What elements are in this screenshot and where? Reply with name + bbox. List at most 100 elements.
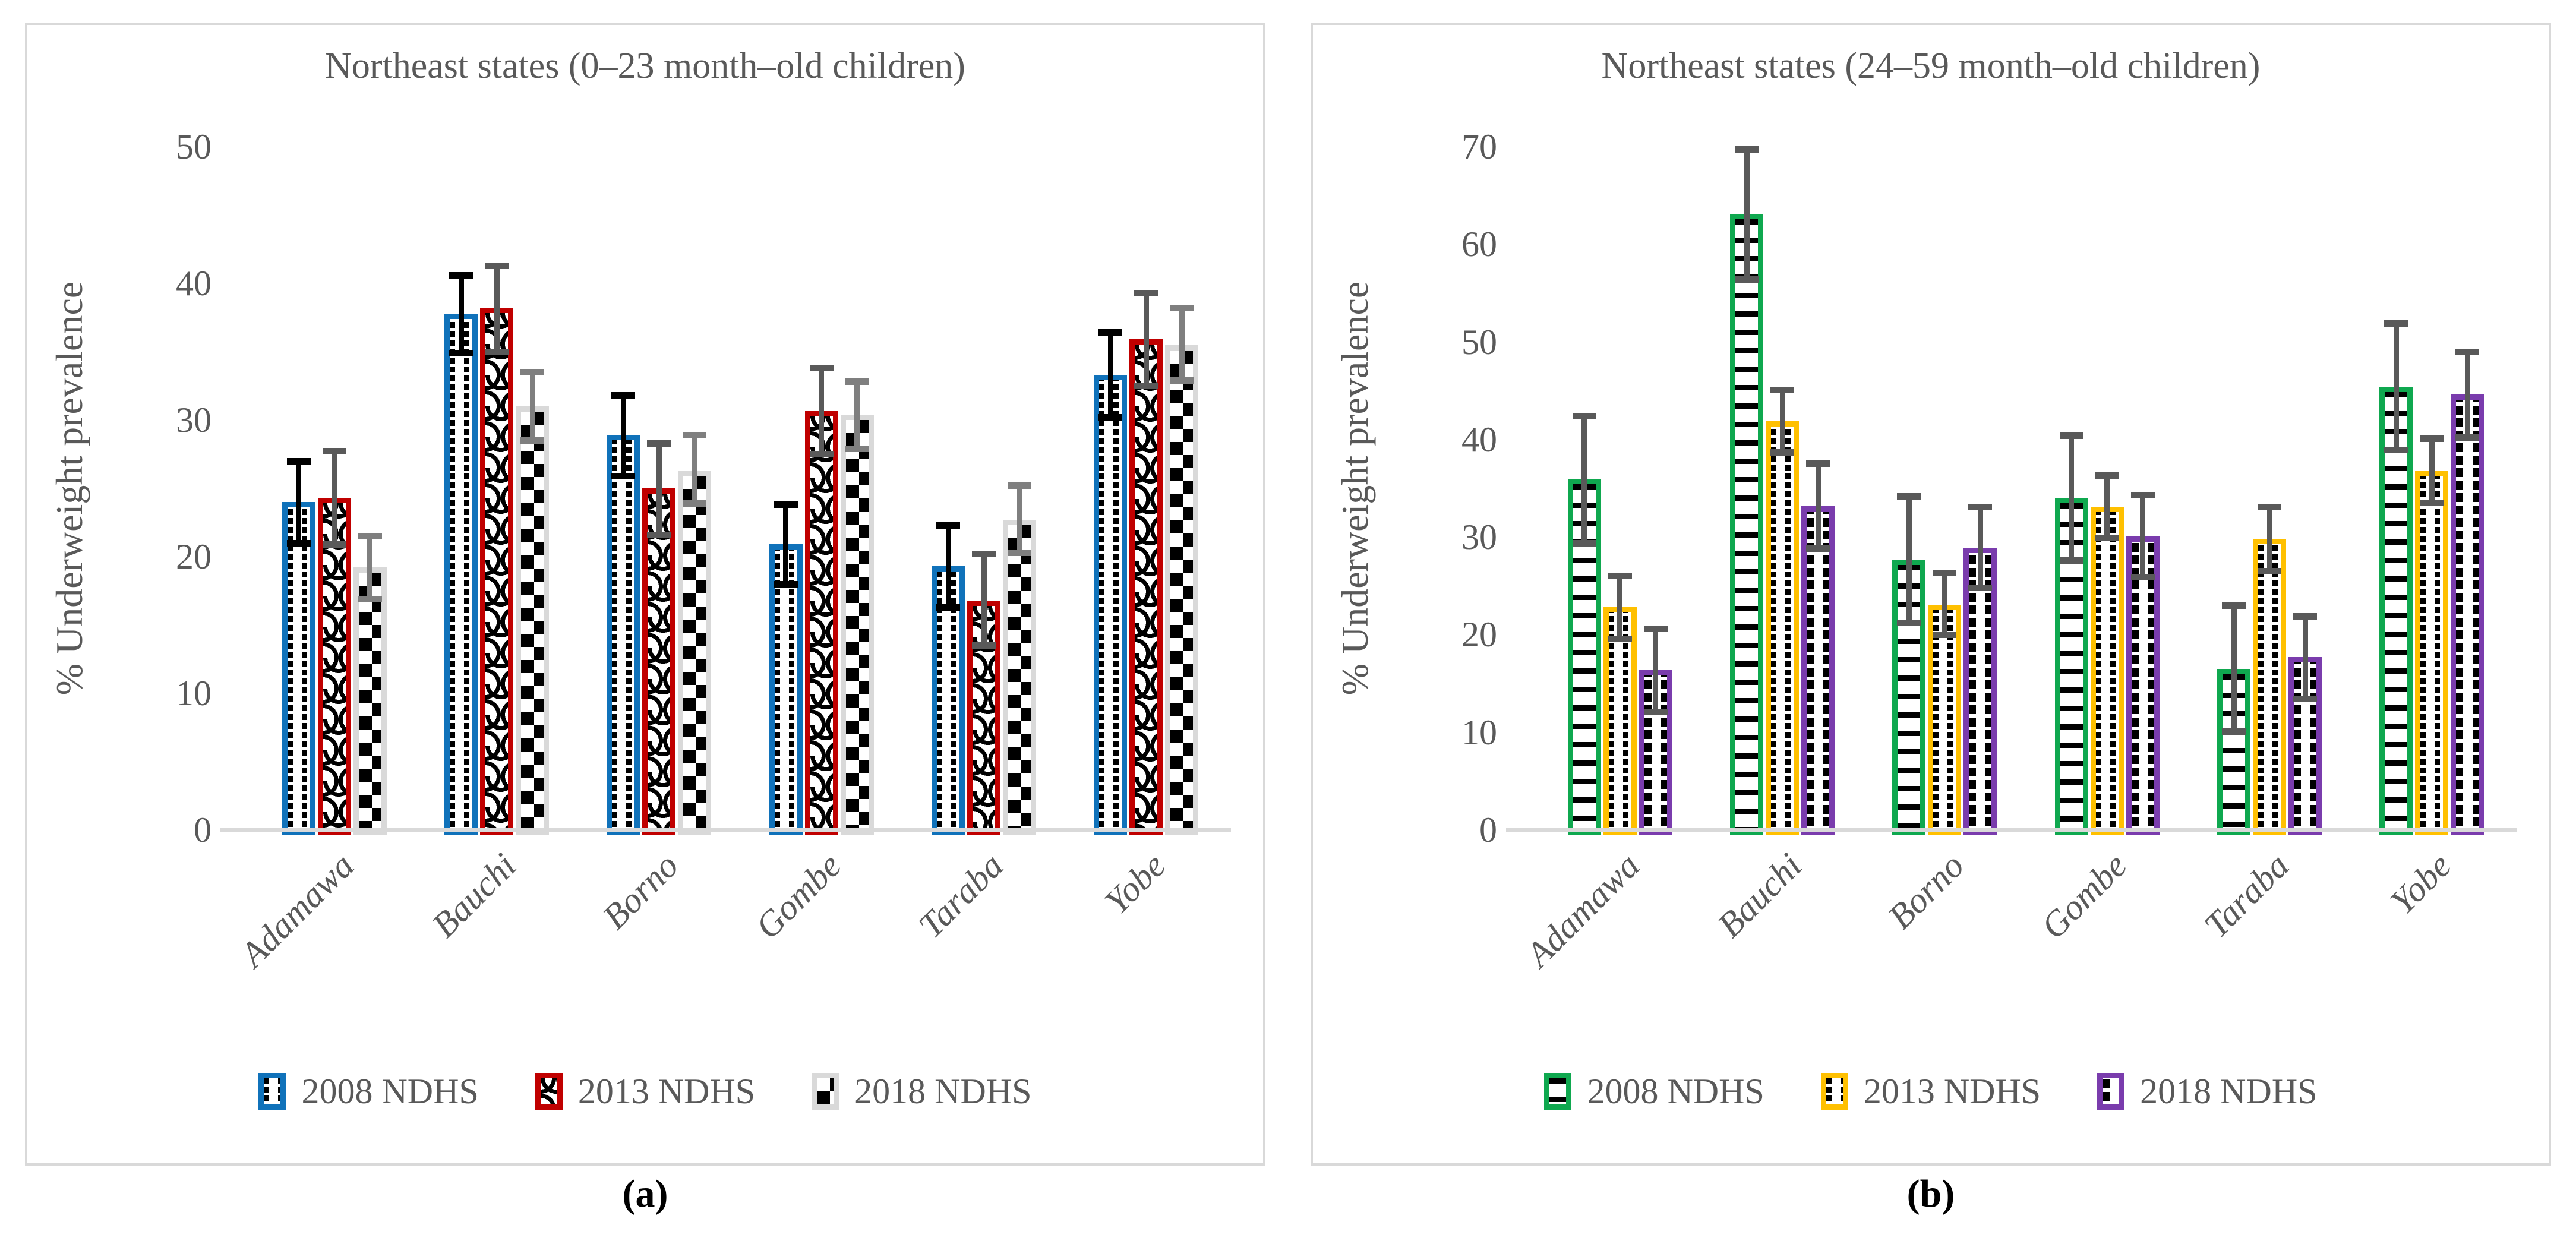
error-bar-cap [845, 378, 869, 386]
error-bar-cap [774, 580, 798, 588]
error-bar-stem [458, 275, 464, 353]
bar-2013-ndhs-borno [1928, 604, 1962, 835]
error-bar-cap [2095, 535, 2119, 542]
error-bar-cap [322, 541, 346, 548]
error-bar-cap [1134, 289, 1158, 296]
error-bar-cap [611, 392, 636, 399]
x-axis-line [1506, 828, 2517, 832]
error-bar-cap [2293, 696, 2317, 703]
legend: 2008 NDHS 2013 NDHS 2018 NDHS [1313, 1073, 2549, 1110]
error-bar-stem [854, 381, 860, 449]
bar-2008-ndhs-borno [607, 435, 640, 835]
bar-2018-ndhs-bauchi [1801, 506, 1835, 835]
bar-2018-ndhs-gombe [840, 414, 874, 835]
y-tick-label: 50 [176, 127, 211, 166]
error-bar-stem [1653, 629, 1659, 712]
error-bar-cap [1098, 329, 1123, 336]
error-bar-cap [1608, 573, 1632, 580]
bar-2018-ndhs-yobe [1165, 345, 1199, 835]
error-bar-cap [2130, 492, 2155, 498]
error-bar-stem [620, 395, 626, 476]
y-tick-label: 20 [1461, 615, 1497, 655]
y-tick-label: 50 [1461, 322, 1497, 362]
error-bar-cap [1170, 377, 1194, 384]
error-bar-cap [1735, 146, 1759, 153]
y-tick-label: 0 [194, 810, 211, 850]
error-bar-cap [2384, 447, 2408, 454]
error-bar-cap [1770, 386, 1794, 393]
error-bar-cap [1643, 626, 1668, 633]
error-bar-cap [1134, 383, 1158, 389]
error-bar-cap [1806, 545, 1830, 552]
legend-item-2018-ndhs: 2018 NDHS [812, 1072, 1032, 1111]
error-bar-cap [1933, 631, 1957, 638]
error-bar-cap [485, 348, 509, 355]
error-bar-stem [2231, 605, 2237, 732]
legend-label: 2018 NDHS [2140, 1072, 2318, 1111]
error-bar-cap [2384, 320, 2408, 327]
x-axis-line [220, 828, 1231, 832]
bar-2008-ndhs-bauchi [444, 313, 478, 835]
legend-item-2018-ndhs: 2018 NDHS [2097, 1072, 2318, 1111]
bar-2008-ndhs-adamawa [282, 502, 315, 835]
error-bar-cap [2130, 574, 2155, 580]
error-bar-cap [2095, 472, 2119, 479]
error-bar-cap [2258, 503, 2281, 510]
y-tick-label: 30 [1461, 517, 1497, 557]
error-bar-cap [322, 448, 346, 455]
error-bar-cap [2420, 500, 2444, 507]
bar-2013-ndhs-bauchi [1766, 421, 1799, 835]
caption-a: (a) [622, 1172, 668, 1215]
y-tick-label: 20 [176, 537, 211, 576]
error-bar-cap [1572, 412, 1596, 419]
bar-2018-ndhs-bauchi [516, 406, 549, 835]
error-bar-cap [972, 642, 996, 649]
bar-2013-ndhs-gombe [804, 410, 838, 835]
error-bar-stem [1143, 293, 1149, 386]
error-bar-cap [809, 365, 834, 372]
error-bar-cap [286, 457, 311, 465]
error-bar-stem [1815, 463, 1821, 549]
error-bar-stem [945, 525, 951, 608]
error-bar-cap [286, 539, 311, 547]
error-bar-cap [774, 501, 798, 509]
legend-label: 2013 NDHS [577, 1072, 756, 1111]
bar-2013-ndhs-bauchi [480, 308, 513, 835]
bar-2013-ndhs-adamawa [1603, 607, 1637, 835]
bar-2013-ndhs-taraba [2253, 539, 2286, 835]
y-tick-label: 0 [1479, 810, 1497, 850]
error-bar-stem [1581, 416, 1587, 543]
legend-item-2008-ndhs: 2008 NDHS [258, 1073, 479, 1110]
error-bar-cap [449, 271, 473, 279]
error-bar-stem [2429, 438, 2435, 503]
error-bar-cap [1933, 570, 1957, 577]
error-bar-cap [972, 550, 996, 557]
legend-label: 2008 NDHS [1587, 1072, 1764, 1111]
y-tick-label: 40 [176, 264, 211, 303]
error-bar-stem [367, 536, 373, 599]
error-bar-cap [520, 437, 544, 444]
legend-swatch-2008-ndhs [258, 1073, 286, 1110]
error-bar-cap [358, 595, 382, 602]
error-bar-cap [936, 604, 960, 611]
error-bar-cap [1806, 460, 1830, 468]
error-bar-cap [2293, 612, 2317, 620]
error-bar-cap [1608, 635, 1632, 642]
bar-2013-ndhs-adamawa [317, 498, 351, 835]
error-bar-cap [936, 522, 960, 529]
error-bar-stem [2302, 616, 2308, 699]
error-bar-cap [845, 445, 869, 452]
error-bar-stem [2104, 475, 2110, 538]
error-bar-cap [1008, 482, 1031, 489]
error-bar-cap [2222, 602, 2246, 609]
error-bar-stem [656, 443, 662, 535]
error-bar-stem [2266, 507, 2272, 572]
y-tick-label: 10 [1461, 712, 1497, 752]
error-bar-stem [819, 368, 825, 454]
error-bar-cap [2420, 435, 2444, 442]
error-bar-cap [647, 531, 671, 538]
y-tick-label: 70 [1461, 127, 1497, 166]
legend-label: 2018 NDHS [854, 1072, 1032, 1111]
legend: 2008 NDHS 2013 NDHS 2018 NDHS [27, 1073, 1263, 1110]
error-bar-stem [529, 372, 535, 441]
